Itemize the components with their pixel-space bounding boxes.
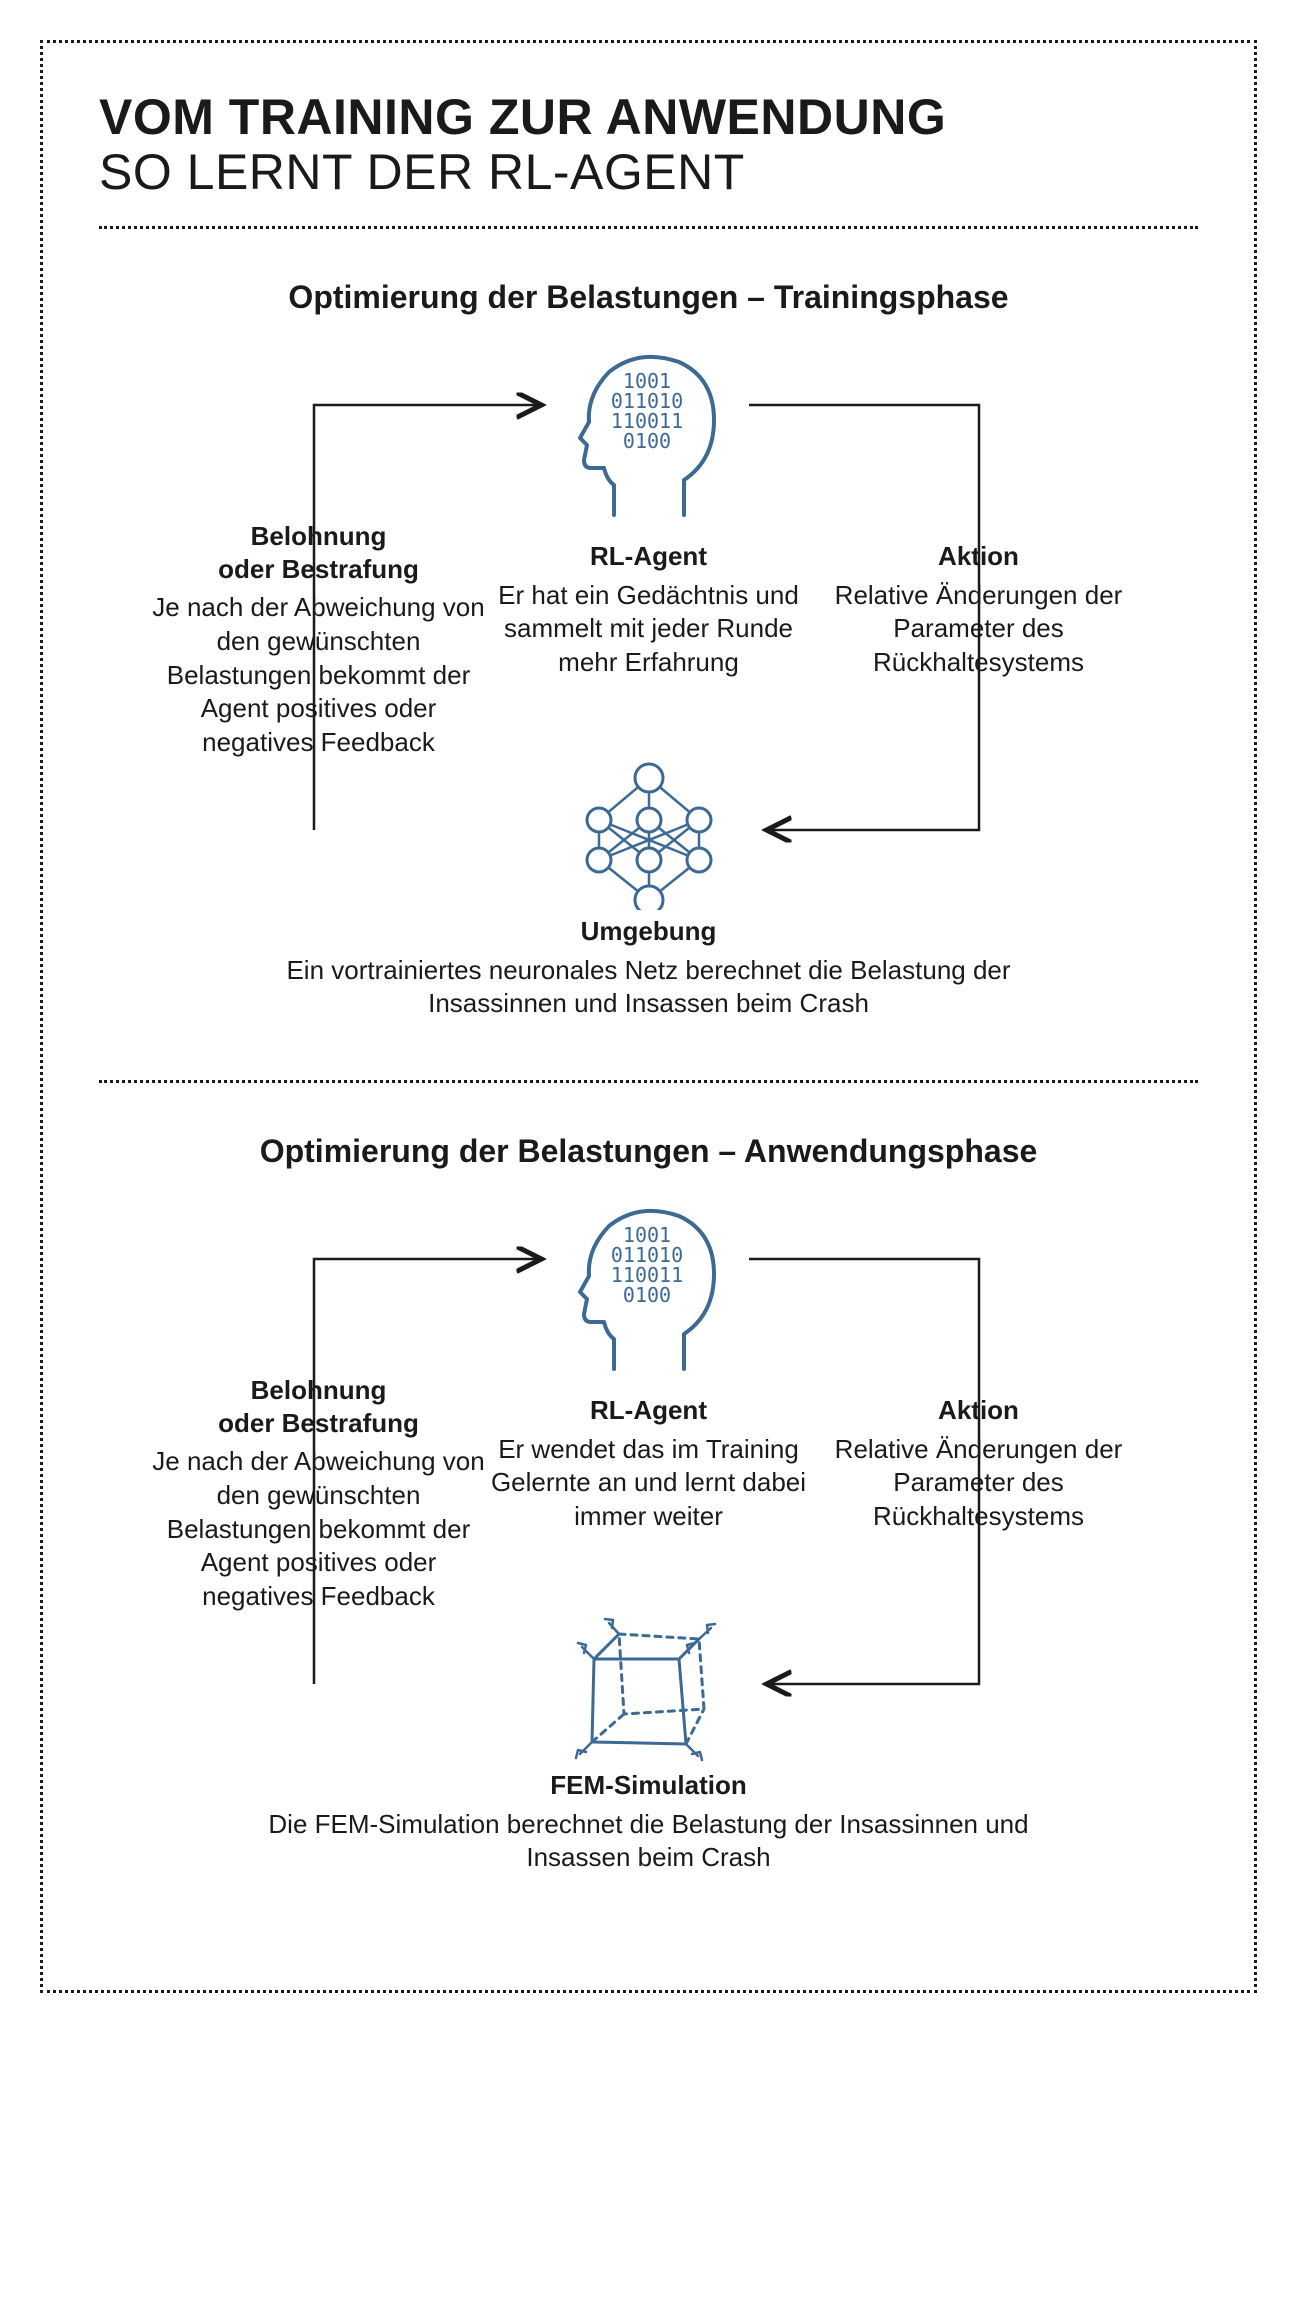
node-title: Umgebung bbox=[249, 915, 1049, 948]
section-training: Optimierung der Belastungen – Trainingsp… bbox=[99, 229, 1198, 1080]
page-title-light: SO LERNT DER RL-AGENT bbox=[99, 146, 1198, 199]
node-agent: RL-Agent Er wendet das im Training Geler… bbox=[489, 1394, 809, 1534]
node-title: Aktion bbox=[829, 1394, 1129, 1427]
node-body: Je nach der Abweichung von den gewünscht… bbox=[149, 591, 489, 760]
node-action: Aktion Relative Änderungen der Parameter… bbox=[829, 540, 1129, 680]
node-agent: RL-Agent Er hat ein Gedächtnis und samme… bbox=[489, 540, 809, 680]
node-environment: Umgebung Ein vortrainiertes neuronales N… bbox=[249, 915, 1049, 1021]
node-title: FEM-Simulation bbox=[249, 1769, 1049, 1802]
node-body: Relative Änderungen der Parameter des Rü… bbox=[829, 579, 1129, 680]
node-action: Aktion Relative Änderungen der Parameter… bbox=[829, 1394, 1129, 1534]
fem-cube-icon bbox=[564, 1614, 734, 1764]
head-binary-icon: 1001 011010 110011 0100 bbox=[569, 350, 729, 520]
outer-dotted-frame: VOM TRAINING ZUR ANWENDUNG SO LERNT DER … bbox=[40, 40, 1257, 1993]
node-body: Je nach der Abweichung von den gewünscht… bbox=[149, 1445, 489, 1614]
node-body: Ein vortrainiertes neuronales Netz berec… bbox=[249, 954, 1049, 1022]
node-title: Belohnungoder Bestrafung bbox=[149, 520, 489, 585]
node-body: Die FEM-Simulation berechnet die Belastu… bbox=[249, 1808, 1049, 1876]
node-title: RL-Agent bbox=[489, 540, 809, 573]
node-body: Relative Änderungen der Parameter des Rü… bbox=[829, 1433, 1129, 1534]
node-fem: FEM-Simulation Die FEM-Simulation berech… bbox=[249, 1769, 1049, 1875]
node-reward: Belohnungoder Bestrafung Je nach der Abw… bbox=[149, 1374, 489, 1614]
node-body: Er wendet das im Training Gelernte an un… bbox=[489, 1433, 809, 1534]
section-application: Optimierung der Belastungen – Anwendungs… bbox=[99, 1083, 1198, 1934]
head-binary-icon: 1001 011010 110011 0100 bbox=[569, 1204, 729, 1374]
node-body: Er hat ein Gedächtnis und sammelt mit je… bbox=[489, 579, 809, 680]
diagram-application: 1001 011010 110011 0100 bbox=[169, 1214, 1129, 1894]
svg-text:0100: 0100 bbox=[622, 429, 670, 453]
svg-text:0100: 0100 bbox=[622, 1283, 670, 1307]
section-title: Optimierung der Belastungen – Anwendungs… bbox=[139, 1133, 1158, 1170]
section-title: Optimierung der Belastungen – Trainingsp… bbox=[139, 279, 1158, 316]
node-reward: Belohnungoder Bestrafung Je nach der Abw… bbox=[149, 520, 489, 760]
neural-network-icon bbox=[564, 760, 734, 910]
page-title-bold: VOM TRAINING ZUR ANWENDUNG bbox=[99, 91, 1198, 144]
node-title: Aktion bbox=[829, 540, 1129, 573]
diagram-training: 1001 011010 110011 0100 bbox=[169, 360, 1129, 1040]
node-title: Belohnungoder Bestrafung bbox=[149, 1374, 489, 1439]
node-title: RL-Agent bbox=[489, 1394, 809, 1427]
